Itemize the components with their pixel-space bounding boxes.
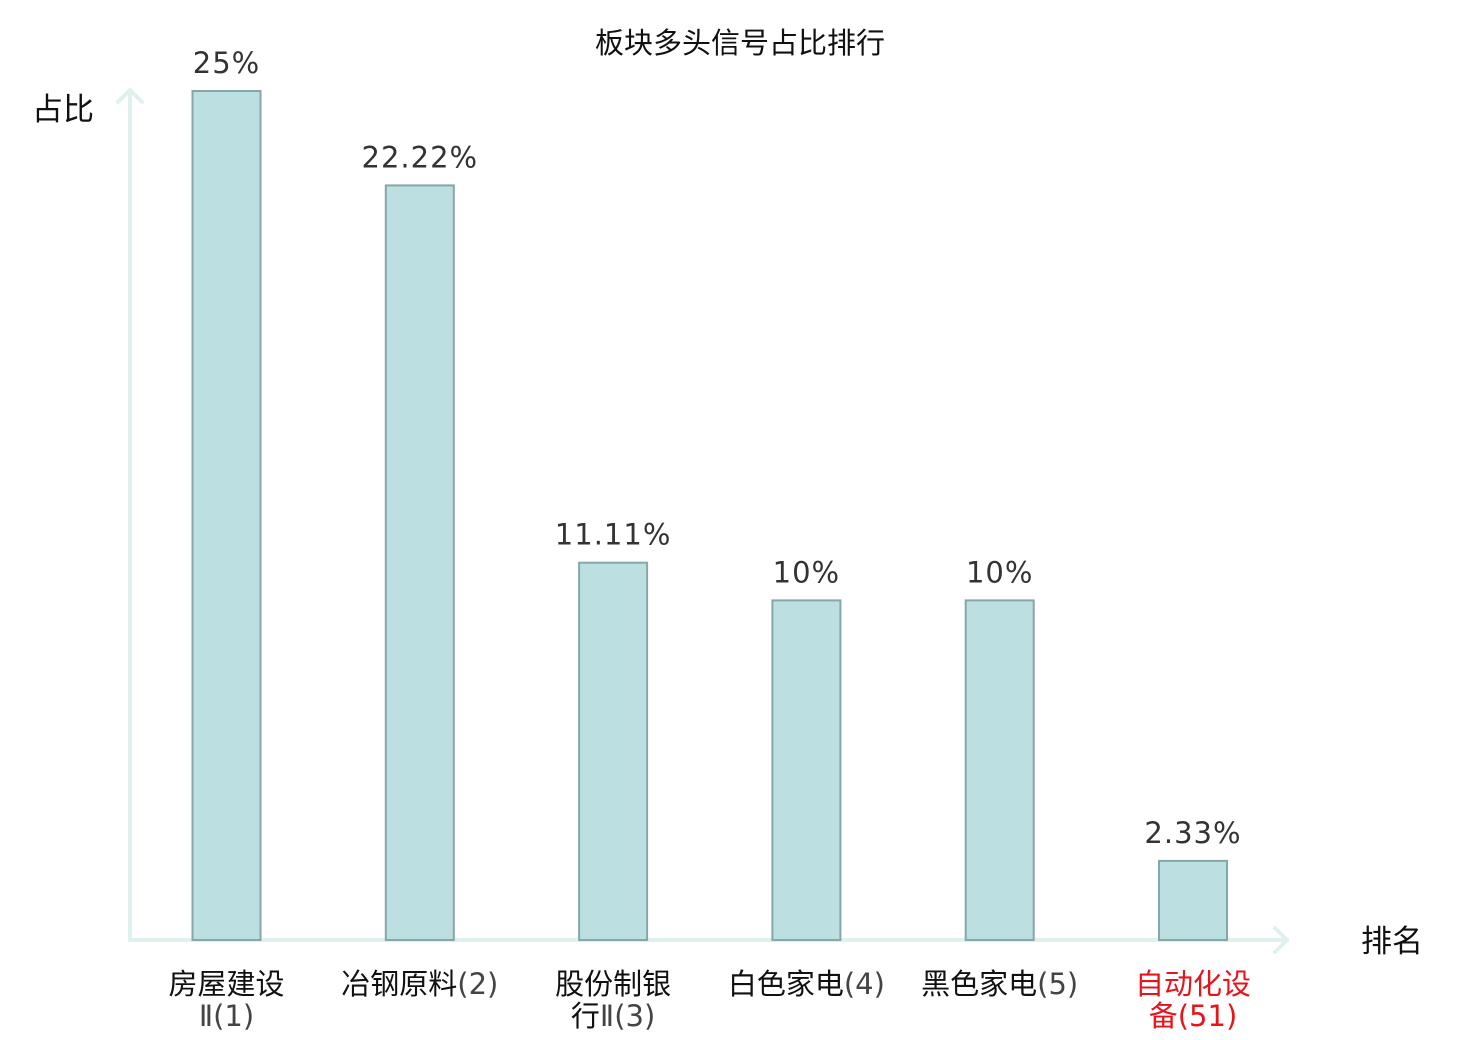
bar [578, 561, 649, 941]
x-tick-labels-group: 房屋建设 Ⅱ(1) 冶钢原料(2) 股份制银行Ⅱ(3) 白色家电(4) 黑色家电(5) 自动… [168, 967, 1251, 1033]
bar [771, 599, 842, 942]
bar [191, 90, 262, 941]
bar-value-label: 22.22% [362, 140, 479, 174]
chart-title: 板块多头信号占比排行 [595, 26, 885, 60]
x-axis-arrow [1273, 926, 1289, 954]
bar-value-label: 11.11% [555, 518, 672, 552]
x-tick-label: 房屋建设 Ⅱ(1) [168, 967, 284, 1033]
bars-group [191, 90, 1228, 942]
bar [964, 599, 1035, 942]
y-axis-label: 占比 [32, 92, 94, 128]
x-tick-label: 冶钢原料(2) [341, 967, 498, 1001]
x-tick-label: 股份制银行Ⅱ(3) [555, 967, 671, 1033]
bar-value-label: 10% [773, 555, 840, 589]
bar [1158, 859, 1228, 942]
x-tick-label: 白色家电(4) [728, 967, 885, 1001]
x-tick-label: 自动化设备(51) [1135, 967, 1251, 1033]
x-axis-label: 排名 [1361, 924, 1423, 960]
bar-value-label: 10% [966, 555, 1033, 589]
value-labels-group: 25% 22.22% 11.11% 10% 10% 2.33% [193, 46, 1241, 850]
bar-value-label: 25% [193, 46, 260, 80]
bar [384, 184, 455, 941]
x-tick-label: 黑色家电(5) [921, 967, 1078, 1001]
bar-value-label: 2.33% [1144, 816, 1241, 850]
